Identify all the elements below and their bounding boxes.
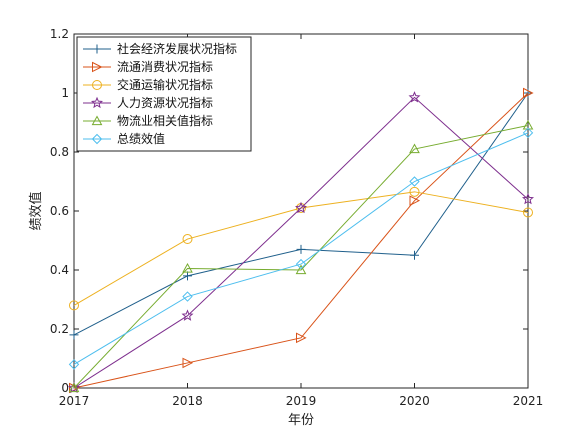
x-tick-label: 2019 [286, 394, 317, 408]
legend-label: 物流业相关值指标 [117, 113, 213, 128]
series-6 [68, 127, 534, 370]
legend-marker [92, 80, 102, 90]
y-tick-label: 1.2 [50, 27, 69, 41]
data-point [409, 186, 420, 197]
x-axis: 2017 2018 2019 2020 2021 [59, 34, 544, 408]
legend-item: 总绩效值 [83, 131, 165, 146]
legend-item: 交通运输状况指标 [83, 77, 213, 92]
y-axis-title: 绩效值 [28, 191, 44, 230]
data-point [68, 381, 80, 394]
data-point [68, 359, 80, 370]
data-point [409, 195, 421, 206]
data-point [68, 382, 80, 393]
data-point [523, 87, 534, 99]
data-point [410, 250, 419, 260]
y-tick-label: 0 [61, 381, 69, 395]
legend-item: 物流业相关值指标 [83, 113, 213, 128]
data-point [522, 119, 534, 130]
legend-label: 人力资源状况指标 [117, 95, 213, 110]
x-tick-label: 2020 [399, 394, 430, 408]
data-point [182, 262, 193, 273]
data-point [183, 271, 192, 281]
data-point [181, 309, 194, 321]
x-tick-label: 2017 [59, 394, 90, 408]
y-tick-label: 1 [61, 86, 69, 100]
data-point [69, 330, 79, 340]
legend: 社会经济发展状况指标流通消费状况指标交通运输状况指标人力资源状况指标物流业相关值… [76, 36, 252, 152]
data-point [69, 300, 79, 311]
legend-item: 人力资源状况指标 [83, 95, 213, 110]
series-layer [68, 87, 534, 394]
y-tick-label: 0.4 [50, 263, 69, 277]
legend-marker [91, 133, 103, 145]
y-tick-label: 0.8 [50, 145, 69, 159]
data-point [408, 91, 421, 103]
legend-item: 流通消费状况指标 [83, 59, 213, 74]
data-point [296, 332, 307, 344]
legend-label: 交通运输状况指标 [117, 77, 213, 92]
legend-marker [92, 61, 103, 73]
data-point [523, 207, 533, 218]
series-line [73, 132, 529, 365]
y-tick-label: 0.6 [50, 204, 69, 218]
data-point [409, 143, 420, 154]
data-point [182, 357, 194, 369]
series-line [73, 96, 529, 389]
data-point [295, 258, 307, 270]
legend-label: 流通消费状况指标 [117, 59, 213, 74]
data-point [182, 234, 193, 245]
data-point [522, 127, 534, 139]
x-tick-label: 2021 [513, 394, 544, 408]
y-tick-label: 0.2 [50, 322, 69, 336]
x-axis-title: 年份 [288, 413, 314, 428]
data-point [522, 192, 534, 205]
series-line [73, 124, 529, 389]
legend-marker [91, 115, 103, 126]
data-point [409, 176, 420, 187]
data-point [295, 201, 307, 214]
legend-marker [92, 44, 102, 54]
data-point [182, 291, 193, 302]
legend-marker [91, 96, 103, 109]
legend-box [76, 36, 252, 152]
x-tick-label: 2018 [172, 394, 203, 408]
data-point [296, 244, 306, 254]
legend-item: 社会经济发展状况指标 [83, 41, 237, 56]
legend-label: 总绩效值 [117, 131, 165, 146]
data-point [295, 264, 307, 275]
series-4 [68, 91, 534, 394]
legend-label: 社会经济发展状况指标 [117, 41, 237, 56]
series-5 [68, 119, 534, 393]
